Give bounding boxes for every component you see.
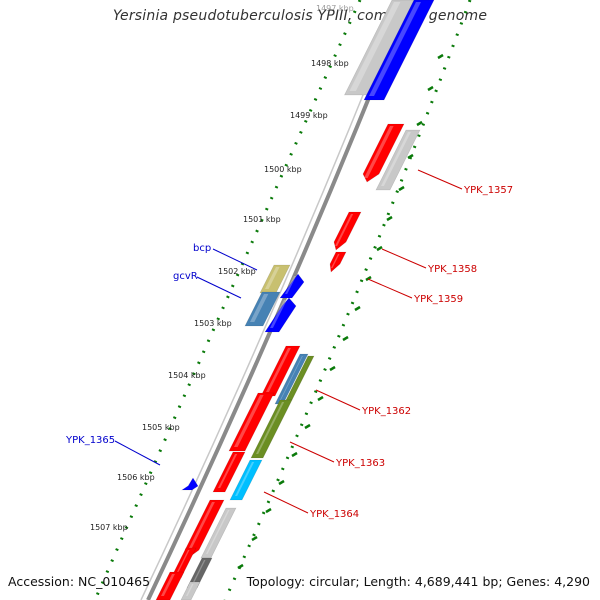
- tick-label: 1500 kbp: [264, 165, 302, 174]
- label-leaders: [114, 169, 463, 514]
- outer-track-dash: [416, 120, 423, 127]
- feature-ypk-1364-cyan[interactable]: [229, 459, 263, 501]
- outer-track-dash: [398, 185, 405, 192]
- gene-labels: bcp gcvR YPK_1365 YPK_1357 YPK_1358 YPK_1359 Y…: [65, 185, 513, 520]
- outer-track-dash: [342, 335, 349, 342]
- outer-track-dash: [329, 365, 336, 372]
- outer-track-dash: [237, 563, 244, 570]
- tick-label: 1502 kbp: [218, 267, 256, 276]
- outer-track-dash: [386, 215, 393, 222]
- tick-label: 1504 kbp: [168, 371, 206, 380]
- outer-track-dash: [291, 451, 298, 458]
- gene-label[interactable]: bcp: [193, 243, 211, 254]
- outer-track-dash: [407, 153, 414, 160]
- feature-gcvR-forward[interactable]: [264, 297, 297, 333]
- leader-line: [114, 440, 161, 466]
- tick-label: 1503 kbp: [194, 319, 232, 328]
- gene-label[interactable]: YPK_1364: [309, 509, 359, 520]
- leader-line: [315, 389, 361, 411]
- feature-ypk-1363-olive[interactable]: [250, 399, 293, 459]
- outer-track-dash: [427, 85, 434, 92]
- feature-gray-bottom[interactable]: [180, 581, 201, 600]
- tick-label: 1498 kbp: [311, 59, 349, 68]
- feature-bcp-forward[interactable]: [279, 273, 305, 299]
- accession-text: Accession: NC_010465: [8, 574, 151, 589]
- feature-blue-top[interactable]: [363, 0, 435, 101]
- gene-features[interactable]: [155, 0, 435, 600]
- feature-ypk-1363-red[interactable]: [228, 392, 275, 452]
- feature-ypk-1365[interactable]: [181, 477, 199, 491]
- leader-line: [367, 278, 413, 299]
- tick-label: 1501 kbp: [243, 215, 281, 224]
- leader-line: [289, 441, 335, 463]
- outer-track-dash: [251, 535, 258, 542]
- leader-line: [212, 248, 258, 271]
- outer-track-dash: [376, 245, 383, 252]
- tick-labels: 1497 kbp 1498 kbp 1499 kbp 1500 kbp 1501 kbp…: [90, 4, 354, 532]
- gene-label[interactable]: YPK_1362: [361, 406, 411, 417]
- feature-red-lower[interactable]: [184, 499, 225, 559]
- leader-line: [381, 248, 427, 269]
- gene-label[interactable]: YPK_1365: [65, 435, 115, 446]
- tick-label: 1507 kbp: [90, 523, 128, 532]
- gene-label[interactable]: YPK_1363: [335, 458, 385, 469]
- feature-ypk-1357-gray[interactable]: [375, 129, 421, 191]
- outer-track-dash: [317, 395, 324, 402]
- feature-ypk-1359[interactable]: [329, 251, 347, 273]
- feature-red-bottom-b[interactable]: [155, 571, 185, 600]
- topology-text: Topology: circular; Length: 4,689,441 bp…: [246, 574, 590, 589]
- leader-line: [417, 169, 463, 190]
- feature-ypk-1362-red[interactable]: [260, 345, 301, 397]
- tick-label: 1506 kbp: [117, 473, 155, 482]
- outer-track-dash: [354, 305, 361, 312]
- outer-track-dash: [265, 507, 272, 514]
- outer-track-dash: [304, 423, 311, 430]
- outer-track-dash: [278, 479, 285, 486]
- tick-label: 1499 kbp: [290, 111, 328, 120]
- feature-ypk-1357-reverse[interactable]: [362, 123, 405, 183]
- leader-line: [263, 491, 309, 514]
- feature-gcvR[interactable]: [244, 291, 281, 327]
- gene-label[interactable]: gcvR: [173, 271, 198, 282]
- outer-track-dash: [437, 53, 444, 60]
- leader-line: [196, 276, 242, 299]
- gene-label[interactable]: YPK_1358: [427, 264, 477, 275]
- feature-ypk-1358[interactable]: [333, 211, 362, 251]
- dotted-tracks: [93, 0, 472, 600]
- tick-label: 1505 kbp: [142, 423, 180, 432]
- tick-label: 1497 kbp: [316, 4, 354, 13]
- outer-track-dash: [365, 275, 372, 282]
- feature-ypk-1364-red[interactable]: [212, 451, 246, 493]
- gene-label[interactable]: YPK_1357: [463, 185, 513, 196]
- gene-label[interactable]: YPK_1359: [413, 294, 463, 305]
